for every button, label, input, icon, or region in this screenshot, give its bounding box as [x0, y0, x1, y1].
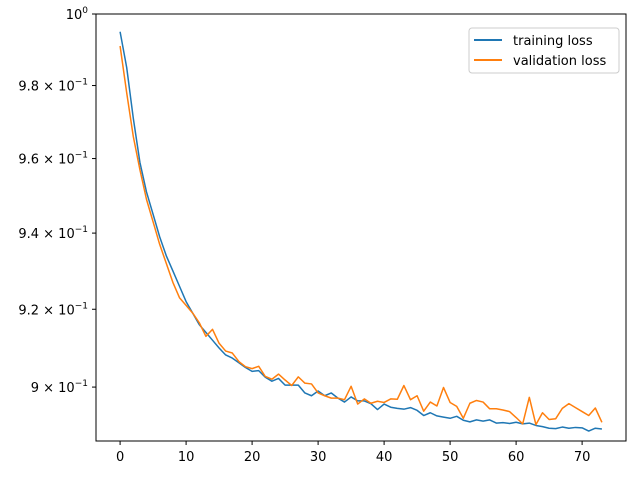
legend-label-validation-loss: validation loss — [513, 54, 606, 69]
series-line-validation-loss — [119, 45, 603, 426]
plot-frame — [95, 13, 627, 442]
y-tick-label: 9.6 × 10−1 — [18, 151, 88, 168]
legend: training loss validation loss — [468, 27, 620, 74]
y-tick-label: 100 — [66, 6, 89, 23]
y-axis-ticks: 9 × 10−1 9.2 × 10−1 9.4 × 10−1 9.6 × 10−1 9.… — [18, 6, 96, 396]
y-tick-label: 9.4 × 10−1 — [18, 225, 88, 242]
x-tick-label: 40 — [376, 450, 393, 465]
y-tick-label: 9 × 10−1 — [31, 379, 88, 396]
legend-box — [468, 27, 620, 74]
legend-label-training-loss: training loss — [513, 34, 593, 49]
x-tick-label: 30 — [310, 450, 327, 465]
x-axis-ticks: 0 10 20 30 40 50 60 70 — [116, 441, 590, 465]
x-tick-label: 0 — [116, 450, 124, 465]
y-tick-label: 9.8 × 10−1 — [18, 78, 88, 95]
series-layer — [119, 31, 603, 432]
x-tick-label: 20 — [244, 450, 261, 465]
x-tick-label: 10 — [178, 450, 195, 465]
plot-area — [96, 14, 626, 441]
x-tick-label: 50 — [442, 450, 459, 465]
x-tick-label: 60 — [508, 450, 525, 465]
x-tick-label: 70 — [574, 450, 591, 465]
y-tick-label: 9.2 × 10−1 — [18, 301, 88, 318]
